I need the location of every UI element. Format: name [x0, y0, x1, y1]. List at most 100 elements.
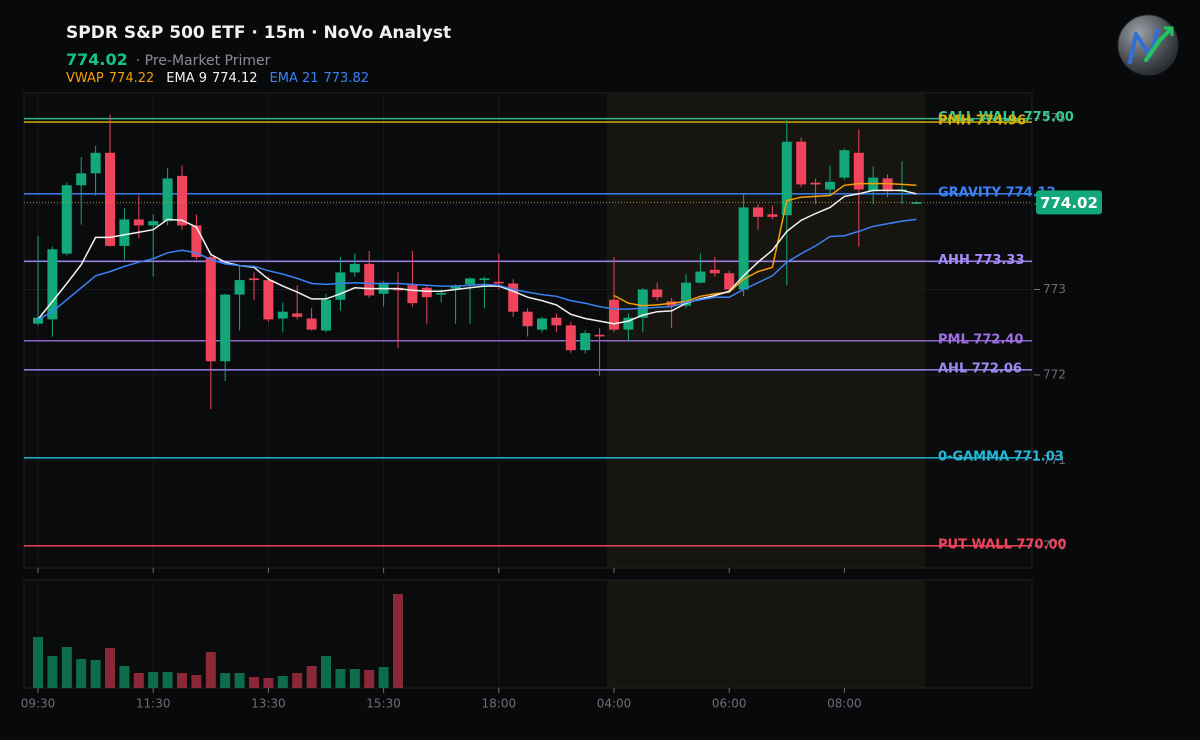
y-tick-label: 771: [1043, 453, 1066, 467]
volume-bar: [205, 652, 216, 688]
candle-body: [90, 152, 101, 174]
candle: [450, 284, 461, 324]
level-label: GRAVITY 774.12: [938, 185, 1056, 200]
volume-bar: [47, 656, 58, 688]
candle: [882, 174, 893, 198]
volume-bar: [306, 666, 317, 688]
volume-bar: [119, 666, 130, 688]
candle: [695, 253, 706, 284]
legend: VWAP 774.22 EMA 9 774.12 EMA 21 773.82: [66, 71, 381, 86]
candle-body: [911, 202, 922, 204]
candle: [47, 246, 58, 337]
candle: [537, 316, 547, 333]
subtitle: · Pre-Market Primer: [135, 53, 271, 69]
candle: [105, 114, 115, 247]
candle: [609, 257, 619, 333]
price-line: 774.02 · Pre-Market Primer: [66, 50, 270, 69]
candle: [249, 272, 259, 300]
candle-body: [623, 317, 634, 330]
candle-body: [407, 285, 418, 304]
candle: [911, 201, 922, 205]
candle-body: [421, 287, 432, 298]
level-label: AHL 772.06: [938, 361, 1022, 376]
candle-body: [177, 175, 187, 226]
price-tag-label: 774.02: [1040, 194, 1098, 212]
candle: [551, 313, 562, 333]
candle-body: [738, 207, 749, 290]
candle-body: [321, 299, 331, 331]
x-tick-label: 13:30: [251, 697, 286, 711]
candle: [767, 205, 778, 220]
legend-value: 774.22: [108, 71, 155, 86]
candle-body: [810, 182, 821, 185]
volume-bar: [90, 660, 101, 688]
candle-body: [493, 281, 504, 284]
candle-body: [637, 289, 648, 318]
legend-name: EMA 9: [166, 71, 208, 86]
candle-body: [652, 289, 663, 298]
candle-body: [551, 317, 562, 326]
candle: [76, 157, 87, 225]
level-label: CALL WALL 775.00: [938, 110, 1074, 125]
candle-body: [148, 221, 159, 226]
chart-title: SPDR S&P 500 ETF · 15m · NoVo Analyst: [66, 23, 452, 43]
candle: [90, 145, 101, 196]
volume-bar: [249, 677, 259, 688]
volume-bar: [378, 667, 389, 688]
last-price: 774.02: [66, 50, 128, 69]
candle-body: [119, 219, 130, 246]
candle: [33, 235, 43, 326]
candle-body: [695, 271, 706, 283]
candle: [839, 148, 850, 181]
candle: [637, 287, 648, 333]
price-tag: [1036, 190, 1102, 215]
candle-body: [277, 311, 288, 319]
candle-body: [796, 141, 807, 185]
candle: [162, 168, 173, 226]
legend-entry: EMA 9 774.12: [166, 71, 257, 86]
volume-bar: [234, 673, 245, 688]
candle: [868, 166, 879, 205]
x-tick-label: 08:00: [827, 697, 862, 711]
candle-body: [220, 294, 231, 362]
legend-value: 773.82: [323, 71, 370, 86]
x-tick-label: 18:00: [482, 697, 517, 711]
candle-body: [133, 219, 144, 226]
candle-body: [61, 185, 72, 254]
indicator-line: [37, 218, 917, 321]
candle: [738, 193, 749, 297]
legend-name: EMA 21: [269, 71, 319, 86]
candle-body: [234, 280, 245, 295]
session-shade: [606, 93, 926, 568]
volume-bar: [292, 673, 303, 688]
candle-body: [609, 299, 619, 330]
candle-body: [839, 150, 850, 178]
candle-body: [868, 177, 879, 192]
candle: [61, 182, 72, 256]
candle: [119, 208, 130, 260]
legend-name: VWAP: [66, 71, 104, 86]
x-tick-label: 09:30: [21, 697, 56, 711]
volume-bar: [277, 676, 288, 688]
candle: [810, 178, 821, 205]
x-tick-label: 06:00: [712, 697, 747, 711]
level-label: 0-GAMMA 771.03: [938, 449, 1064, 464]
candle-body: [364, 263, 375, 296]
candle-body: [436, 292, 447, 295]
candle: [522, 308, 533, 337]
candle: [306, 308, 317, 331]
candle: [277, 302, 288, 333]
candle-body: [162, 178, 173, 222]
candle-body: [292, 313, 303, 317]
candle: [407, 251, 418, 307]
volume-bar: [76, 659, 87, 688]
candle-body: [306, 318, 317, 330]
candle-body: [105, 152, 115, 246]
session-shade: [606, 580, 926, 688]
volume-bar: [148, 672, 159, 688]
candle-body: [47, 249, 58, 320]
candle-body: [263, 280, 274, 320]
candle: [321, 293, 331, 333]
candle: [205, 253, 216, 410]
